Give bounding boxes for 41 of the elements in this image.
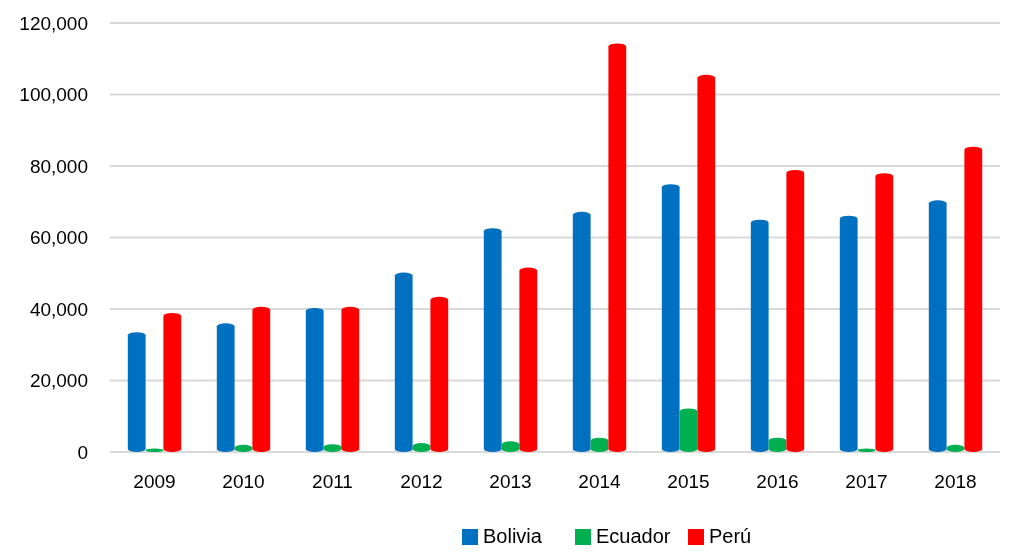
x-tick-label: 2010 [222,471,265,492]
bar [163,312,182,452]
bar [519,267,538,452]
x-tick-label: 2015 [667,471,710,492]
bar [750,219,769,452]
bar [127,332,146,452]
legend-label: Perú [709,525,752,547]
bar [928,200,947,452]
bar [216,323,235,452]
legend-label: Bolivia [483,525,543,547]
bar [875,173,894,452]
bar [394,272,413,452]
y-tick-label: 120,000 [19,12,88,34]
y-tick-label: 40,000 [29,298,88,320]
x-tick-label: 2017 [845,471,888,492]
x-tick-label: 2009 [133,471,176,492]
y-tick-label: 20,000 [29,370,88,392]
bar [305,307,324,452]
bar [679,408,698,452]
x-tick-label: 2012 [400,471,443,492]
x-tick-label: 2014 [578,471,622,492]
x-tick-label: 2011 [312,471,353,492]
y-tick-label: 80,000 [29,155,88,177]
x-tick-label: 2018 [934,471,977,492]
bar [608,43,627,452]
bar [786,169,805,452]
bar [964,146,983,452]
bar [839,215,858,452]
legend-label: Ecuador [596,525,671,547]
bar [483,228,502,452]
y-tick-label: 0 [77,441,88,463]
bar [430,296,449,452]
y-tick-label: 100,000 [19,84,88,106]
bar [572,211,591,452]
bar [341,306,360,452]
y-tick-label: 60,000 [29,227,88,249]
bar [697,74,716,452]
bar [661,184,680,452]
x-tick-label: 2013 [489,471,532,492]
bar [252,306,271,452]
x-tick-label: 2016 [756,471,799,492]
